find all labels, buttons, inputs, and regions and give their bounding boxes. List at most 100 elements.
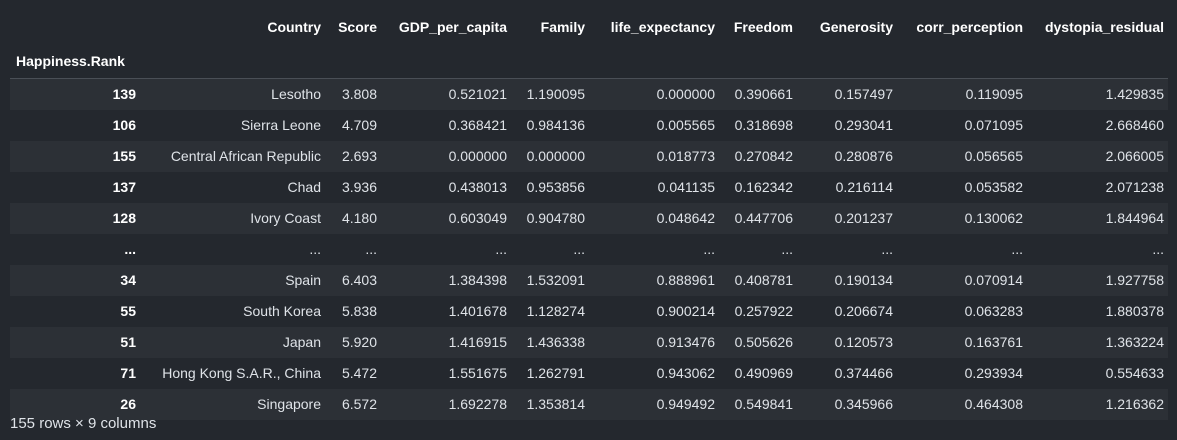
table-cell: 1.128274 <box>511 296 589 327</box>
table-cell: 6.403 <box>325 265 381 296</box>
column-header: Family <box>511 10 589 44</box>
table-cell: 1.262791 <box>511 358 589 389</box>
table-cell: 0.438013 <box>381 172 511 203</box>
table-cell: 3.808 <box>325 79 381 110</box>
table-cell: 1.436338 <box>511 327 589 358</box>
dataframe-table: Country Score GDP_per_capita Family life… <box>10 10 1168 420</box>
table-row: 106 Sierra Leone 4.709 0.368421 0.984136 0.00… <box>10 110 1168 141</box>
table-cell: 0.053582 <box>897 172 1027 203</box>
table-cell: 1.880378 <box>1027 296 1168 327</box>
table-cell: 1.190095 <box>511 79 589 110</box>
table-cell: 5.472 <box>325 358 381 389</box>
table-row: 137 Chad 3.936 0.438013 0.953856 0.041135 0.16… <box>10 172 1168 203</box>
table-row: 26 Singapore 6.572 1.692278 1.353814 0.949492… <box>10 389 1168 420</box>
column-header: Freedom <box>719 10 797 44</box>
table-cell: ... <box>381 234 511 265</box>
table-cell: 0.041135 <box>589 172 719 203</box>
table-cell: 0.162342 <box>719 172 797 203</box>
table-cell: 2.066005 <box>1027 141 1168 172</box>
header-blank <box>1027 44 1168 79</box>
table-cell: 0.063283 <box>897 296 1027 327</box>
table-cell: 0.056565 <box>897 141 1027 172</box>
row-index: 128 <box>10 203 140 234</box>
table-cell: ... <box>1027 234 1168 265</box>
table-cell: Central African Republic <box>140 141 325 172</box>
table-cell: 4.180 <box>325 203 381 234</box>
table-cell: 0.554633 <box>1027 358 1168 389</box>
table-cell: 1.551675 <box>381 358 511 389</box>
row-index: 137 <box>10 172 140 203</box>
table-row: 55 South Korea 5.838 1.401678 1.128274 0.9002… <box>10 296 1168 327</box>
table-cell: 0.280876 <box>797 141 897 172</box>
table-cell: 0.318698 <box>719 110 797 141</box>
table-cell: 0.408781 <box>719 265 797 296</box>
table-cell: 0.071095 <box>897 110 1027 141</box>
table-cell: ... <box>511 234 589 265</box>
table-cell: 0.048642 <box>589 203 719 234</box>
table-row: .............................. <box>10 234 1168 265</box>
table-cell: 0.943062 <box>589 358 719 389</box>
table-row: 51 Japan 5.920 1.416915 1.436338 0.913476 0.50… <box>10 327 1168 358</box>
column-header: GDP_per_capita <box>381 10 511 44</box>
table-cell: 1.384398 <box>381 265 511 296</box>
table-cell: 0.018773 <box>589 141 719 172</box>
table-cell: 0.984136 <box>511 110 589 141</box>
column-header: corr_perception <box>897 10 1027 44</box>
table-cell: 0.447706 <box>719 203 797 234</box>
table-cell: 0.130062 <box>897 203 1027 234</box>
header-blank <box>589 44 719 79</box>
table-body: 139 Lesotho 3.808 0.521021 1.190095 0.000000 0… <box>10 79 1168 420</box>
column-header: Generosity <box>797 10 897 44</box>
table-cell: 1.401678 <box>381 296 511 327</box>
table-cell: 0.216114 <box>797 172 897 203</box>
table-cell: Singapore <box>140 389 325 420</box>
column-header: Score <box>325 10 381 44</box>
table-cell: 0.549841 <box>719 389 797 420</box>
table-cell: 0.521021 <box>381 79 511 110</box>
row-index: 34 <box>10 265 140 296</box>
table-cell: ... <box>897 234 1027 265</box>
table-cell: Ivory Coast <box>140 203 325 234</box>
table-cell: ... <box>589 234 719 265</box>
table-cell: 0.257922 <box>719 296 797 327</box>
row-count-footer: 155 rows × 9 columns <box>10 415 156 432</box>
table-cell: 2.693 <box>325 141 381 172</box>
table-cell: 0.505626 <box>719 327 797 358</box>
table-cell: 0.005565 <box>589 110 719 141</box>
index-name-row: Happiness.Rank <box>10 44 1168 79</box>
row-index: 51 <box>10 327 140 358</box>
table-cell: 0.949492 <box>589 389 719 420</box>
table-cell: Japan <box>140 327 325 358</box>
table-cell: 1.216362 <box>1027 389 1168 420</box>
table-cell: 0.390661 <box>719 79 797 110</box>
table-cell: ... <box>325 234 381 265</box>
table-cell: Chad <box>140 172 325 203</box>
table-cell: 0.163761 <box>897 327 1027 358</box>
header-blank <box>10 10 140 44</box>
table-cell: 0.953856 <box>511 172 589 203</box>
column-header: Country <box>140 10 325 44</box>
table-row: 71 Hong Kong S.A.R., China 5.472 1.551675 1.… <box>10 358 1168 389</box>
table-cell: ... <box>719 234 797 265</box>
table-cell: 1.844964 <box>1027 203 1168 234</box>
table-cell: 0.374466 <box>797 358 897 389</box>
header-blank <box>325 44 381 79</box>
row-index: 106 <box>10 110 140 141</box>
column-header-row: Country Score GDP_per_capita Family life… <box>10 10 1168 44</box>
table-cell: 0.270842 <box>719 141 797 172</box>
table-cell: 4.709 <box>325 110 381 141</box>
header-blank <box>381 44 511 79</box>
table-cell: 2.071238 <box>1027 172 1168 203</box>
header-blank <box>719 44 797 79</box>
table-cell: 0.190134 <box>797 265 897 296</box>
table-cell: 0.070914 <box>897 265 1027 296</box>
table-cell: 5.838 <box>325 296 381 327</box>
header-blank <box>511 44 589 79</box>
table-cell: Sierra Leone <box>140 110 325 141</box>
table-cell: Spain <box>140 265 325 296</box>
table-cell: 0.904780 <box>511 203 589 234</box>
header-blank <box>897 44 1027 79</box>
table-cell: 0.913476 <box>589 327 719 358</box>
table-cell: 0.000000 <box>511 141 589 172</box>
table-cell: ... <box>797 234 897 265</box>
